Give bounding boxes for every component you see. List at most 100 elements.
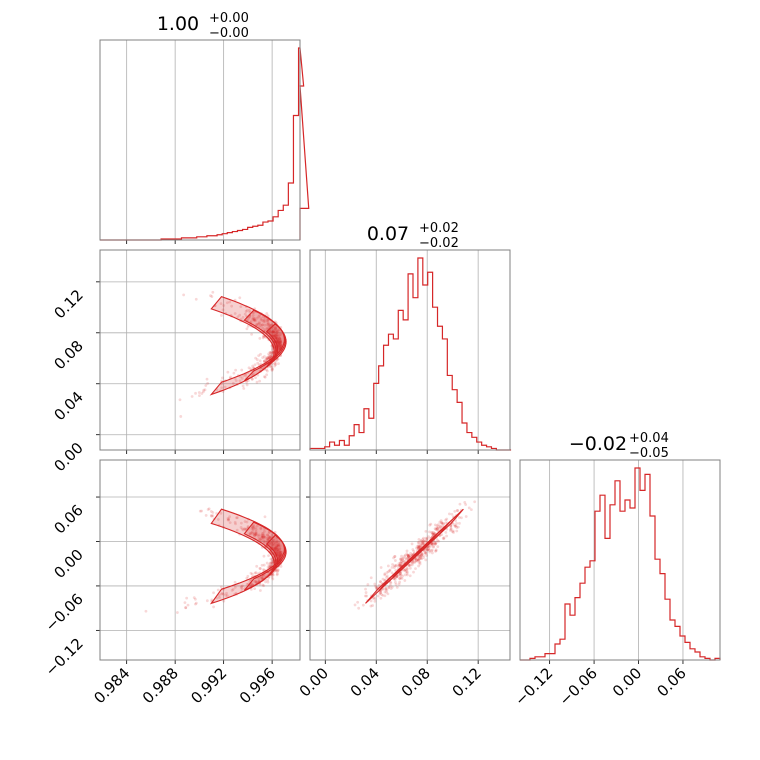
scatter-point	[245, 576, 249, 580]
scatter-point	[256, 361, 260, 365]
scatter-point	[442, 522, 445, 526]
scatter-point	[274, 331, 278, 335]
scatter-point	[455, 509, 459, 512]
scatter-point	[234, 379, 238, 383]
scatter-point	[403, 569, 406, 573]
scatter-point	[265, 312, 269, 315]
scatter-point	[420, 557, 424, 561]
scatter-point	[279, 552, 283, 556]
scatter-point	[407, 564, 411, 567]
scatter-point	[399, 560, 403, 563]
scatter-point	[385, 588, 389, 592]
histogram-panel-1: 0.07 +0.02−0.02	[309, 221, 512, 454]
scatter-point	[277, 344, 281, 348]
scatter-point	[379, 580, 382, 583]
scatter-point	[262, 536, 265, 540]
scatter-point	[255, 323, 259, 326]
scatter-point	[270, 369, 274, 372]
scatter-point	[417, 544, 421, 548]
contour-fill-2	[211, 296, 285, 395]
scatter-point	[405, 552, 409, 556]
scatter-point	[265, 368, 268, 372]
panel-title-minus-2: −0.05	[629, 446, 669, 461]
scatter-point	[263, 375, 266, 379]
scatter-point	[270, 575, 274, 579]
scatter-point	[263, 323, 267, 327]
scatter-point	[250, 332, 253, 336]
scatter-point	[246, 318, 249, 322]
scatter-point	[438, 520, 442, 524]
scatter-point	[428, 523, 432, 527]
scatter-point	[394, 563, 398, 567]
scatter-point	[271, 543, 275, 547]
scatter-point	[443, 521, 447, 525]
scatter-point	[265, 326, 269, 330]
scatter-point	[401, 574, 405, 578]
scatter-point	[278, 554, 282, 558]
scatter-point	[388, 568, 392, 572]
scatter-point	[275, 549, 278, 553]
scatter-point	[258, 336, 262, 340]
scatter-point	[200, 392, 204, 395]
scatter-point	[417, 555, 421, 559]
scatter-point	[233, 580, 237, 584]
scatter-point	[431, 542, 434, 546]
scatter-point	[454, 519, 457, 523]
scatter-point	[433, 542, 437, 546]
scatter-point	[398, 564, 402, 568]
scatter-point	[429, 545, 432, 548]
scatter-point	[276, 338, 280, 342]
scatter-point	[274, 336, 278, 340]
scatter-point	[369, 599, 373, 603]
scatter-point	[432, 542, 436, 546]
scatter-point	[239, 526, 243, 529]
scatter-point	[419, 545, 422, 548]
scatter-point	[270, 533, 274, 537]
scatter-point	[262, 320, 266, 324]
scatter-point	[248, 584, 252, 588]
scatter-point	[250, 527, 254, 531]
scatter-point	[271, 348, 274, 352]
scatter-point	[257, 315, 261, 319]
scatter-point	[234, 522, 237, 526]
scatter-point	[431, 544, 435, 548]
scatter-point	[253, 318, 257, 322]
scatter-point	[267, 352, 271, 356]
scatter-point	[454, 524, 457, 528]
scatter-point	[416, 541, 420, 545]
scatter-point	[219, 585, 223, 589]
scatter-point	[379, 566, 383, 569]
scatter-point	[363, 594, 367, 598]
scatter-point	[275, 546, 279, 550]
scatter-point	[265, 358, 269, 362]
scatter-point	[190, 395, 194, 398]
scatter-point	[209, 514, 213, 517]
scatter-point	[275, 336, 279, 339]
scatter-point	[272, 538, 276, 542]
scatter-point	[259, 527, 263, 531]
scatter-point	[431, 532, 435, 536]
scatter-point	[262, 554, 266, 558]
scatter-point	[405, 570, 409, 574]
scatter-point	[398, 557, 402, 561]
scatter-point	[385, 571, 389, 574]
scatter-point	[269, 323, 273, 327]
scatter-point	[262, 584, 266, 588]
scatter-point	[276, 569, 280, 572]
scatter-point	[239, 521, 243, 525]
scatter-point	[418, 560, 422, 564]
scatter-point	[449, 529, 452, 532]
scatter-point	[263, 539, 267, 543]
scatter-point	[210, 514, 214, 518]
scatter-point	[383, 578, 387, 582]
scatter-point	[254, 532, 257, 536]
scatter-point	[407, 563, 411, 567]
scatter-point	[275, 338, 279, 342]
scatter-point	[244, 310, 248, 313]
scatter-point	[398, 576, 401, 580]
scatter-point	[279, 339, 283, 343]
scatter-point	[275, 336, 279, 340]
scatter-point	[366, 583, 370, 586]
scatter-point	[392, 556, 395, 560]
scatter-point	[405, 568, 409, 572]
